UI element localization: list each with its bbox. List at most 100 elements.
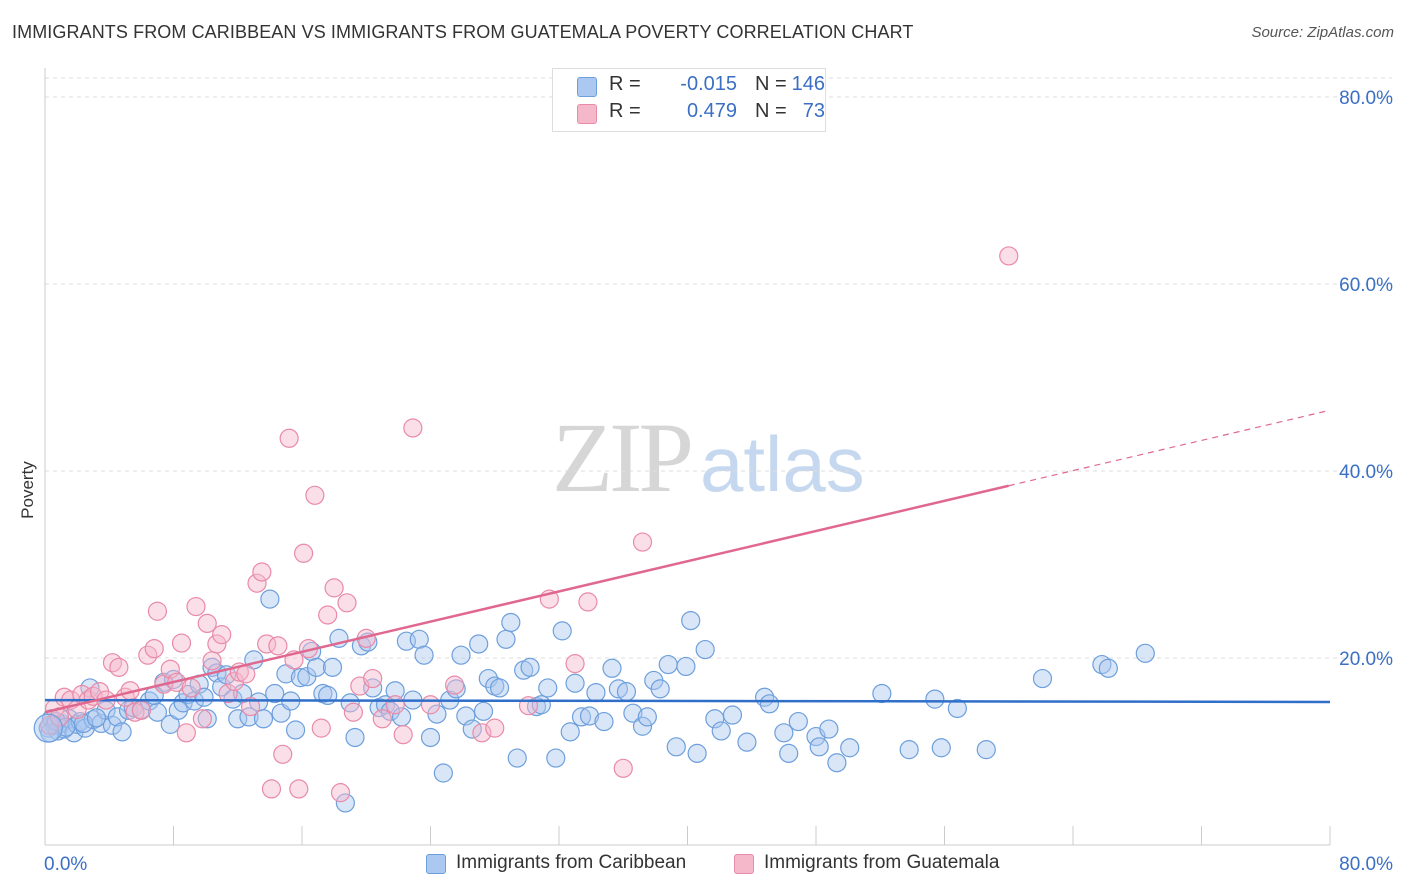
stats-r-value: 0.479	[686, 100, 737, 122]
caribbean-point	[290, 668, 310, 688]
caribbean-point	[925, 689, 945, 709]
caribbean-point	[616, 682, 637, 702]
guatemala-point	[393, 725, 413, 745]
guatemala-trend-line	[44, 484, 1010, 714]
caribbean-point	[586, 682, 606, 703]
stats-box: R = -0.015 N = 146 R = 0.479 N = 73	[552, 68, 826, 132]
guatemala-point	[144, 639, 164, 659]
guatemala-point	[444, 675, 465, 695]
watermark: ZIP atlas	[552, 400, 865, 515]
caribbean-point	[687, 743, 707, 763]
caribbean-point	[650, 679, 670, 699]
guatemala-point	[171, 633, 192, 653]
caribbean-point	[197, 709, 217, 729]
guatemala-point	[294, 543, 314, 563]
caribbean-point	[33, 713, 63, 743]
caribbean-point	[623, 703, 643, 723]
x-tick-label: 0.0%	[44, 854, 87, 875]
caribbean-point	[538, 678, 558, 698]
guatemala-point	[192, 709, 213, 729]
caribbean-point	[819, 719, 839, 739]
caribbean-point	[594, 711, 614, 732]
caribbean-point	[1098, 658, 1118, 678]
caribbean-point	[632, 716, 653, 736]
y-tick-label: 80.0%	[1339, 88, 1393, 109]
stats-r-label: R =	[609, 73, 641, 95]
y-tick-label: 20.0%	[1339, 649, 1393, 670]
caribbean-point	[1135, 643, 1155, 663]
caribbean-point	[737, 732, 757, 752]
guatemala-point	[252, 562, 272, 582]
stats-n-label: N =	[755, 100, 787, 122]
caribbean-point	[501, 612, 521, 633]
caribbean-point	[546, 748, 566, 768]
caribbean-trend-line	[44, 698, 1331, 704]
guatemala-point	[186, 596, 206, 617]
caribbean-point	[306, 657, 327, 677]
guatemala-point	[363, 668, 383, 689]
caribbean-point	[265, 683, 285, 704]
guatemala-point	[318, 605, 338, 625]
caribbean-point	[345, 727, 365, 748]
caribbean-point	[473, 701, 494, 721]
caribbean-point	[451, 645, 471, 665]
caribbean-point	[637, 707, 657, 727]
y-axis-label-wrap: Poverty	[18, 461, 38, 570]
stats-swatch-pink	[577, 104, 597, 124]
guatemala-point	[343, 702, 363, 722]
caribbean-point	[788, 711, 808, 732]
caribbean-point	[420, 727, 441, 748]
guatemala-point	[305, 485, 325, 505]
source-credit: Source: ZipAtlas.com	[1251, 24, 1394, 41]
caribbean-point	[469, 634, 489, 654]
caribbean-point	[759, 694, 780, 714]
caribbean-point	[427, 704, 447, 724]
guatemala-point	[565, 654, 585, 674]
caribbean-point	[579, 706, 600, 726]
caribbean-point	[872, 683, 892, 704]
guatemala-point	[241, 697, 261, 717]
caribbean-point	[462, 719, 482, 739]
caribbean-point	[899, 740, 919, 760]
guatemala-point	[999, 246, 1019, 266]
watermark-atlas: atlas	[700, 420, 865, 508]
caribbean-point	[489, 678, 510, 698]
guatemala-point	[385, 695, 405, 715]
stats-r-value: -0.015	[680, 73, 737, 95]
caribbean-point	[565, 673, 585, 693]
stats-n-value: 146	[791, 73, 825, 95]
guatemala-point	[202, 651, 222, 671]
guatemala-point	[268, 636, 288, 656]
guatemala-point	[485, 718, 505, 738]
caribbean-point	[658, 654, 678, 675]
guatemala-point	[330, 783, 351, 803]
caribbean-point	[86, 708, 107, 728]
caribbean-point	[571, 707, 592, 727]
caribbean-point	[722, 705, 743, 725]
caribbean-point	[681, 610, 701, 631]
caribbean-point	[414, 645, 434, 665]
legend-swatch-blue	[426, 854, 446, 874]
caribbean-point	[840, 738, 860, 758]
guatemala-point	[273, 744, 293, 764]
guatemala-point	[109, 657, 129, 677]
caribbean-point	[779, 743, 799, 763]
guatemala-point	[337, 593, 357, 613]
watermark-zip: ZIP	[552, 402, 694, 513]
guatemala-point	[176, 723, 196, 743]
caribbean-point	[322, 657, 343, 677]
stats-r-label: R =	[609, 100, 641, 122]
caribbean-point	[827, 753, 847, 773]
caribbean-point	[976, 740, 996, 760]
caribbean-point	[552, 621, 572, 641]
guatemala-point	[578, 592, 598, 612]
guatemala-point	[197, 613, 217, 634]
caribbean-point	[112, 722, 132, 742]
guatemala-point	[311, 718, 331, 738]
legend-label: Immigrants from Guatemala	[764, 852, 1000, 873]
caribbean-point	[774, 723, 794, 743]
caribbean-point	[931, 738, 951, 758]
caribbean-point	[695, 639, 715, 660]
guatemala-point	[181, 678, 201, 698]
